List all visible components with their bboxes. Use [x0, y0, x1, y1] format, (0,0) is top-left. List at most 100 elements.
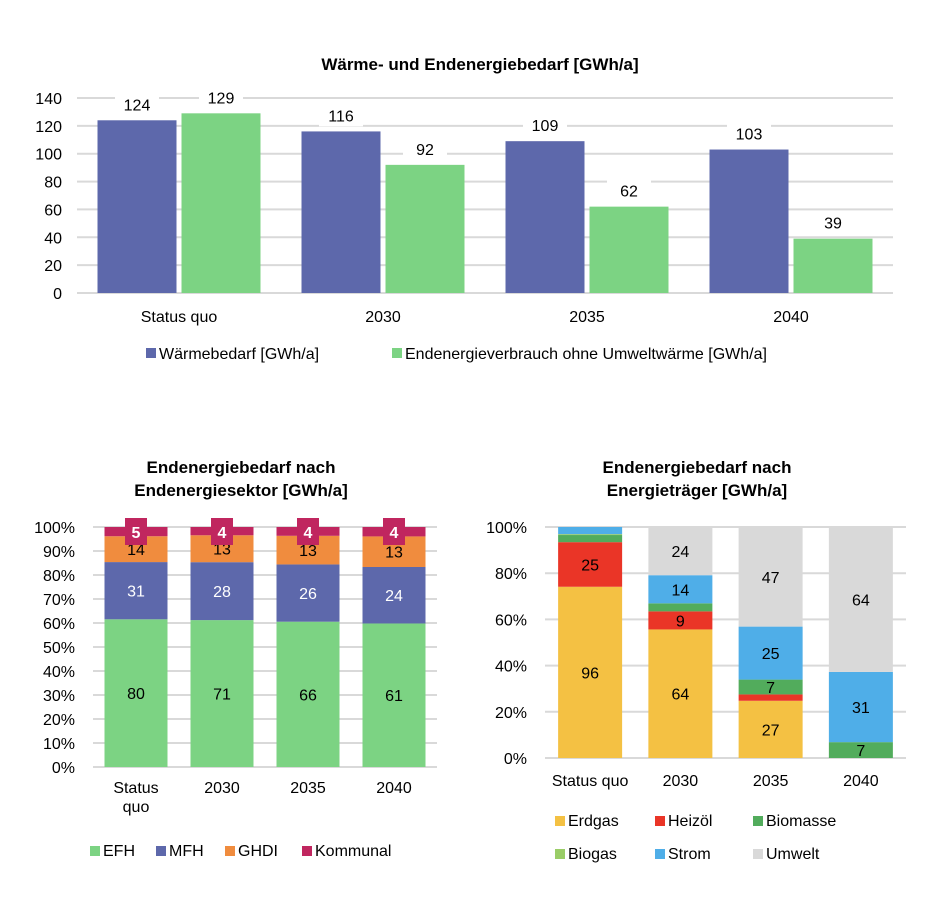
data-label: 13 — [385, 545, 403, 562]
x-tick-label: 2040 — [843, 773, 879, 790]
data-label-background — [383, 518, 405, 545]
data-label: 24 — [671, 544, 689, 561]
legend-label: Umwelt — [766, 846, 820, 863]
legend-swatch — [753, 816, 763, 826]
data-label: 13 — [299, 543, 317, 560]
legend-swatch — [156, 846, 166, 856]
x-tick-label: 2040 — [773, 309, 809, 326]
data-label: 9 — [676, 613, 685, 630]
legend-swatch — [655, 816, 665, 826]
x-tick-label: Status — [113, 780, 158, 797]
data-label-background — [727, 122, 771, 145]
data-label: 124 — [124, 97, 151, 114]
legend-label: Biomasse — [766, 813, 836, 830]
data-label: 4 — [304, 525, 313, 542]
legend-item-heizoel: Heizöl — [655, 813, 712, 830]
bar-waermebedarf-2030 — [301, 131, 381, 293]
legend: Wärmebedarf [GWh/a] Endenergieverbrauch o… — [146, 346, 767, 363]
y-tick-label: 40% — [495, 659, 527, 676]
y-tick-label: 100 — [35, 147, 62, 164]
chart-title-line-2: Endenergiesektor [GWh/a] — [134, 481, 347, 500]
segment-mfh-2030 — [190, 562, 254, 621]
chart-title: Wärme- und Endenergiebedarf [GWh/a] — [321, 55, 638, 74]
data-label: 92 — [416, 142, 434, 159]
data-label: 14 — [671, 582, 689, 599]
segment-heizoel-2035 — [738, 694, 803, 701]
segment-heizoel-2030 — [648, 611, 713, 630]
legend-item-waermebedarf: Wärmebedarf [GWh/a] — [146, 346, 319, 363]
segment-erdgas-status-quo — [558, 586, 623, 758]
data-label: 13 — [213, 542, 231, 559]
y-tick-label: 90% — [43, 544, 75, 561]
y-tick-label: 140 — [35, 91, 62, 108]
bar-waermebedarf-2040 — [709, 149, 789, 293]
x-tick-label: 2035 — [753, 773, 789, 790]
data-label: 4 — [390, 525, 399, 542]
y-tick-label: 80% — [43, 568, 75, 585]
chart-by-sector: Endenergiebedarf nach Endenergiesektor [… — [34, 458, 437, 860]
data-label: 28 — [213, 584, 231, 601]
data-label: 64 — [852, 592, 870, 609]
data-label-background — [523, 114, 567, 137]
segment-efh-status-quo — [104, 619, 168, 767]
legend-item-ghdi: GHDI — [225, 843, 278, 860]
x-axis-ticks: Status quo 2030 2035 2040 — [141, 309, 809, 326]
segment-biomasse-2035 — [738, 679, 803, 695]
y-tick-label: 10% — [43, 736, 75, 753]
data-label: 47 — [762, 570, 780, 587]
data-label: 96 — [581, 665, 599, 682]
segment-mfh-2035 — [276, 564, 340, 622]
bar-endenergieverbrauch-2040 — [793, 238, 873, 293]
stacked-bars — [558, 527, 893, 758]
data-label-background — [125, 518, 147, 545]
segment-strom-status-quo — [558, 527, 623, 535]
legend-item-umwelt: Umwelt — [753, 846, 820, 863]
y-axis-ticks: 0% 10% 20% 30% 40% 50% 60% 70% 80% 90% 100% — [34, 520, 75, 777]
segment-efh-2040 — [362, 623, 426, 767]
legend-label: Heizöl — [668, 813, 712, 830]
data-label-background — [607, 179, 651, 202]
segment-umwelt-2030 — [648, 527, 713, 576]
legend-item-efh: EFH — [90, 843, 135, 860]
data-label-background — [115, 93, 159, 116]
legend-label: MFH — [169, 843, 204, 860]
x-tick-label: 2030 — [663, 773, 699, 790]
data-label: 62 — [620, 184, 638, 201]
y-tick-label: 40% — [43, 664, 75, 681]
segment-umwelt-2040 — [828, 527, 893, 672]
segment-umwelt-2035 — [738, 527, 803, 627]
x-tick-label: 2030 — [365, 309, 401, 326]
data-label: 7 — [766, 680, 775, 697]
y-tick-label: 70% — [43, 592, 75, 609]
legend-swatch — [302, 846, 312, 856]
stacked-bars — [104, 527, 426, 767]
legend-item-strom: Strom — [655, 846, 711, 863]
chart-heat-and-final-energy-demand: Wärme- und Endenergiebedarf [GWh/a] 0204… — [35, 55, 893, 363]
data-labels: 96 25 64 9 14 24 27 7 25 47 7 31 64 — [581, 544, 870, 760]
data-label: 24 — [385, 588, 403, 605]
data-label: 31 — [852, 700, 870, 717]
y-tick-label: 100% — [34, 520, 75, 537]
segment-efh-2030 — [190, 620, 254, 767]
y-tick-label: 50% — [43, 640, 75, 657]
x-axis-ticks: Status quo 2030 2035 2040 — [552, 773, 879, 790]
segment-strom-2030 — [648, 575, 713, 604]
legend-swatch — [555, 816, 565, 826]
data-label-background — [403, 137, 447, 160]
legend-label: Wärmebedarf [GWh/a] — [159, 346, 319, 363]
segment-biomasse-2030 — [648, 603, 713, 612]
legend-item-kommunal: Kommunal — [302, 843, 391, 860]
x-tick-label: 2035 — [569, 309, 605, 326]
data-label: 66 — [299, 687, 317, 704]
data-label: 14 — [127, 542, 145, 559]
x-tick-label: quo — [123, 799, 150, 816]
data-label: 71 — [213, 687, 231, 704]
legend-label: Strom — [668, 846, 711, 863]
bar-endenergieverbrauch-status-quo — [181, 113, 261, 293]
legend-item-mfh: MFH — [156, 843, 204, 860]
legend-label: Endenergieverbrauch ohne Umweltwärme [GW… — [405, 346, 767, 363]
data-label: 80 — [127, 686, 145, 703]
x-tick-label: 2035 — [290, 780, 326, 797]
y-axis-ticks: 0 20 40 60 80 100 120 140 — [35, 91, 62, 303]
